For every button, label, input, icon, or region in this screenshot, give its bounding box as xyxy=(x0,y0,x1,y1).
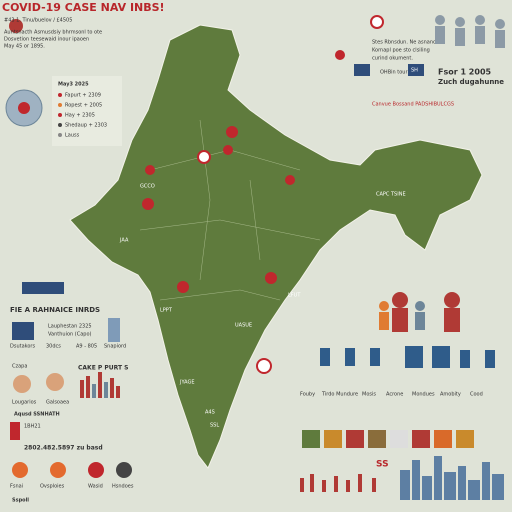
tile-row xyxy=(302,430,474,448)
legend-dots xyxy=(58,93,62,137)
panel-label: Snapiord xyxy=(104,344,126,350)
legend-item: Fapurt + 2309 xyxy=(65,93,101,99)
sign-label: SH xyxy=(411,68,418,74)
map-label: GCCO xyxy=(140,184,155,190)
people xyxy=(379,292,460,332)
map-label: SSL xyxy=(210,423,219,429)
column-label: Mosis xyxy=(362,392,376,398)
map-label: UASUE xyxy=(235,323,252,329)
panel-label: A9 - 805 xyxy=(76,344,97,350)
map-pins xyxy=(142,50,345,293)
marker-signs xyxy=(197,15,384,374)
sign-label: OHBin tour xyxy=(380,70,408,76)
subtitle: #43 1. Tinu/buelov / £4505 xyxy=(4,18,72,24)
crowd-small xyxy=(300,474,376,492)
phone: 2802.482.5897 zu basd xyxy=(24,445,103,452)
legend-item: Lauss xyxy=(65,133,80,139)
chart-title: CAKE P PURT S xyxy=(78,365,129,372)
icon-row xyxy=(320,346,495,368)
label: Lougarios xyxy=(12,400,37,406)
footer: Sspoll xyxy=(12,498,29,504)
icon-label: Ovsploies xyxy=(40,484,65,490)
note: Auntsnacth Asmusdsiy bhrmsonl to ote xyxy=(4,30,102,36)
tag: Czapa xyxy=(12,364,27,370)
chart-tag: SS xyxy=(376,460,389,470)
column-label: Amobity xyxy=(440,392,461,398)
panel-line: Vanthuion (Capo) xyxy=(48,332,92,338)
map-label: CAPC TSINE xyxy=(376,192,406,198)
map-label: LPPT xyxy=(160,308,173,314)
column-label: Cood xyxy=(470,392,483,398)
column-label: Mondues xyxy=(412,392,435,398)
sign xyxy=(408,64,424,76)
legend-date: May3 2025 xyxy=(58,82,89,88)
panel-title: FIE A RAHNAICE INRDS xyxy=(10,306,100,314)
legend-item: Hay + 2305 xyxy=(65,113,95,119)
virus-core xyxy=(18,102,30,114)
icon-label: Wasid xyxy=(88,484,103,490)
decor-bars xyxy=(80,372,120,398)
subtitle: Zuch dugahunne xyxy=(438,78,504,86)
label: Galsoaea xyxy=(46,400,69,406)
virus-small xyxy=(9,19,23,33)
note: Kornapl poe sto clsiling xyxy=(372,48,430,54)
note: curind okument. xyxy=(372,56,413,62)
map-label: LFUT xyxy=(288,293,301,299)
column-label: Fouby xyxy=(300,392,315,398)
column-label: Acrone xyxy=(386,392,403,398)
code: 1BH21 xyxy=(24,424,41,430)
panel-line: Lauphestan 2325 xyxy=(48,324,92,330)
crowd xyxy=(435,15,505,48)
skyline xyxy=(400,456,504,500)
legend-box xyxy=(52,76,122,146)
tag: Canvue Bossand PADSHIBULCGS xyxy=(372,102,454,108)
title: COVID-19 CASE NAV INBS! xyxy=(2,1,165,14)
icon-strip xyxy=(22,282,64,294)
legend-item: Ropest + 2005 xyxy=(65,103,102,109)
bottom-icons xyxy=(12,462,132,478)
map-label: JAA xyxy=(119,238,129,244)
map-label: JYAGE xyxy=(179,380,195,386)
panel-label: Dsutakors xyxy=(10,344,35,350)
column-label: Tirdo Mundure xyxy=(321,392,358,398)
note: Stes Rbnsdun. Ne asnanosad xyxy=(372,40,445,46)
id-card xyxy=(12,322,34,340)
date: Fsor 1 2005 xyxy=(438,68,492,77)
icon-label: Fsnai xyxy=(10,484,23,490)
note: May 45 or 1895. xyxy=(4,44,45,50)
panel-label: 30dcs xyxy=(46,344,61,350)
sign xyxy=(354,64,370,76)
note: Dosvetion teesewaid inour ipaoen xyxy=(4,37,89,43)
icon-label: Hsndoes xyxy=(112,484,134,490)
vial xyxy=(108,318,120,342)
map-label: A4S xyxy=(205,410,215,416)
face-icon xyxy=(13,375,31,393)
legend-item: Shedaup + 2303 xyxy=(65,123,107,129)
india-map xyxy=(69,24,483,469)
section: Aqusd SSNHATH xyxy=(14,412,60,418)
face-icon xyxy=(46,373,64,391)
door-icon xyxy=(10,422,20,440)
